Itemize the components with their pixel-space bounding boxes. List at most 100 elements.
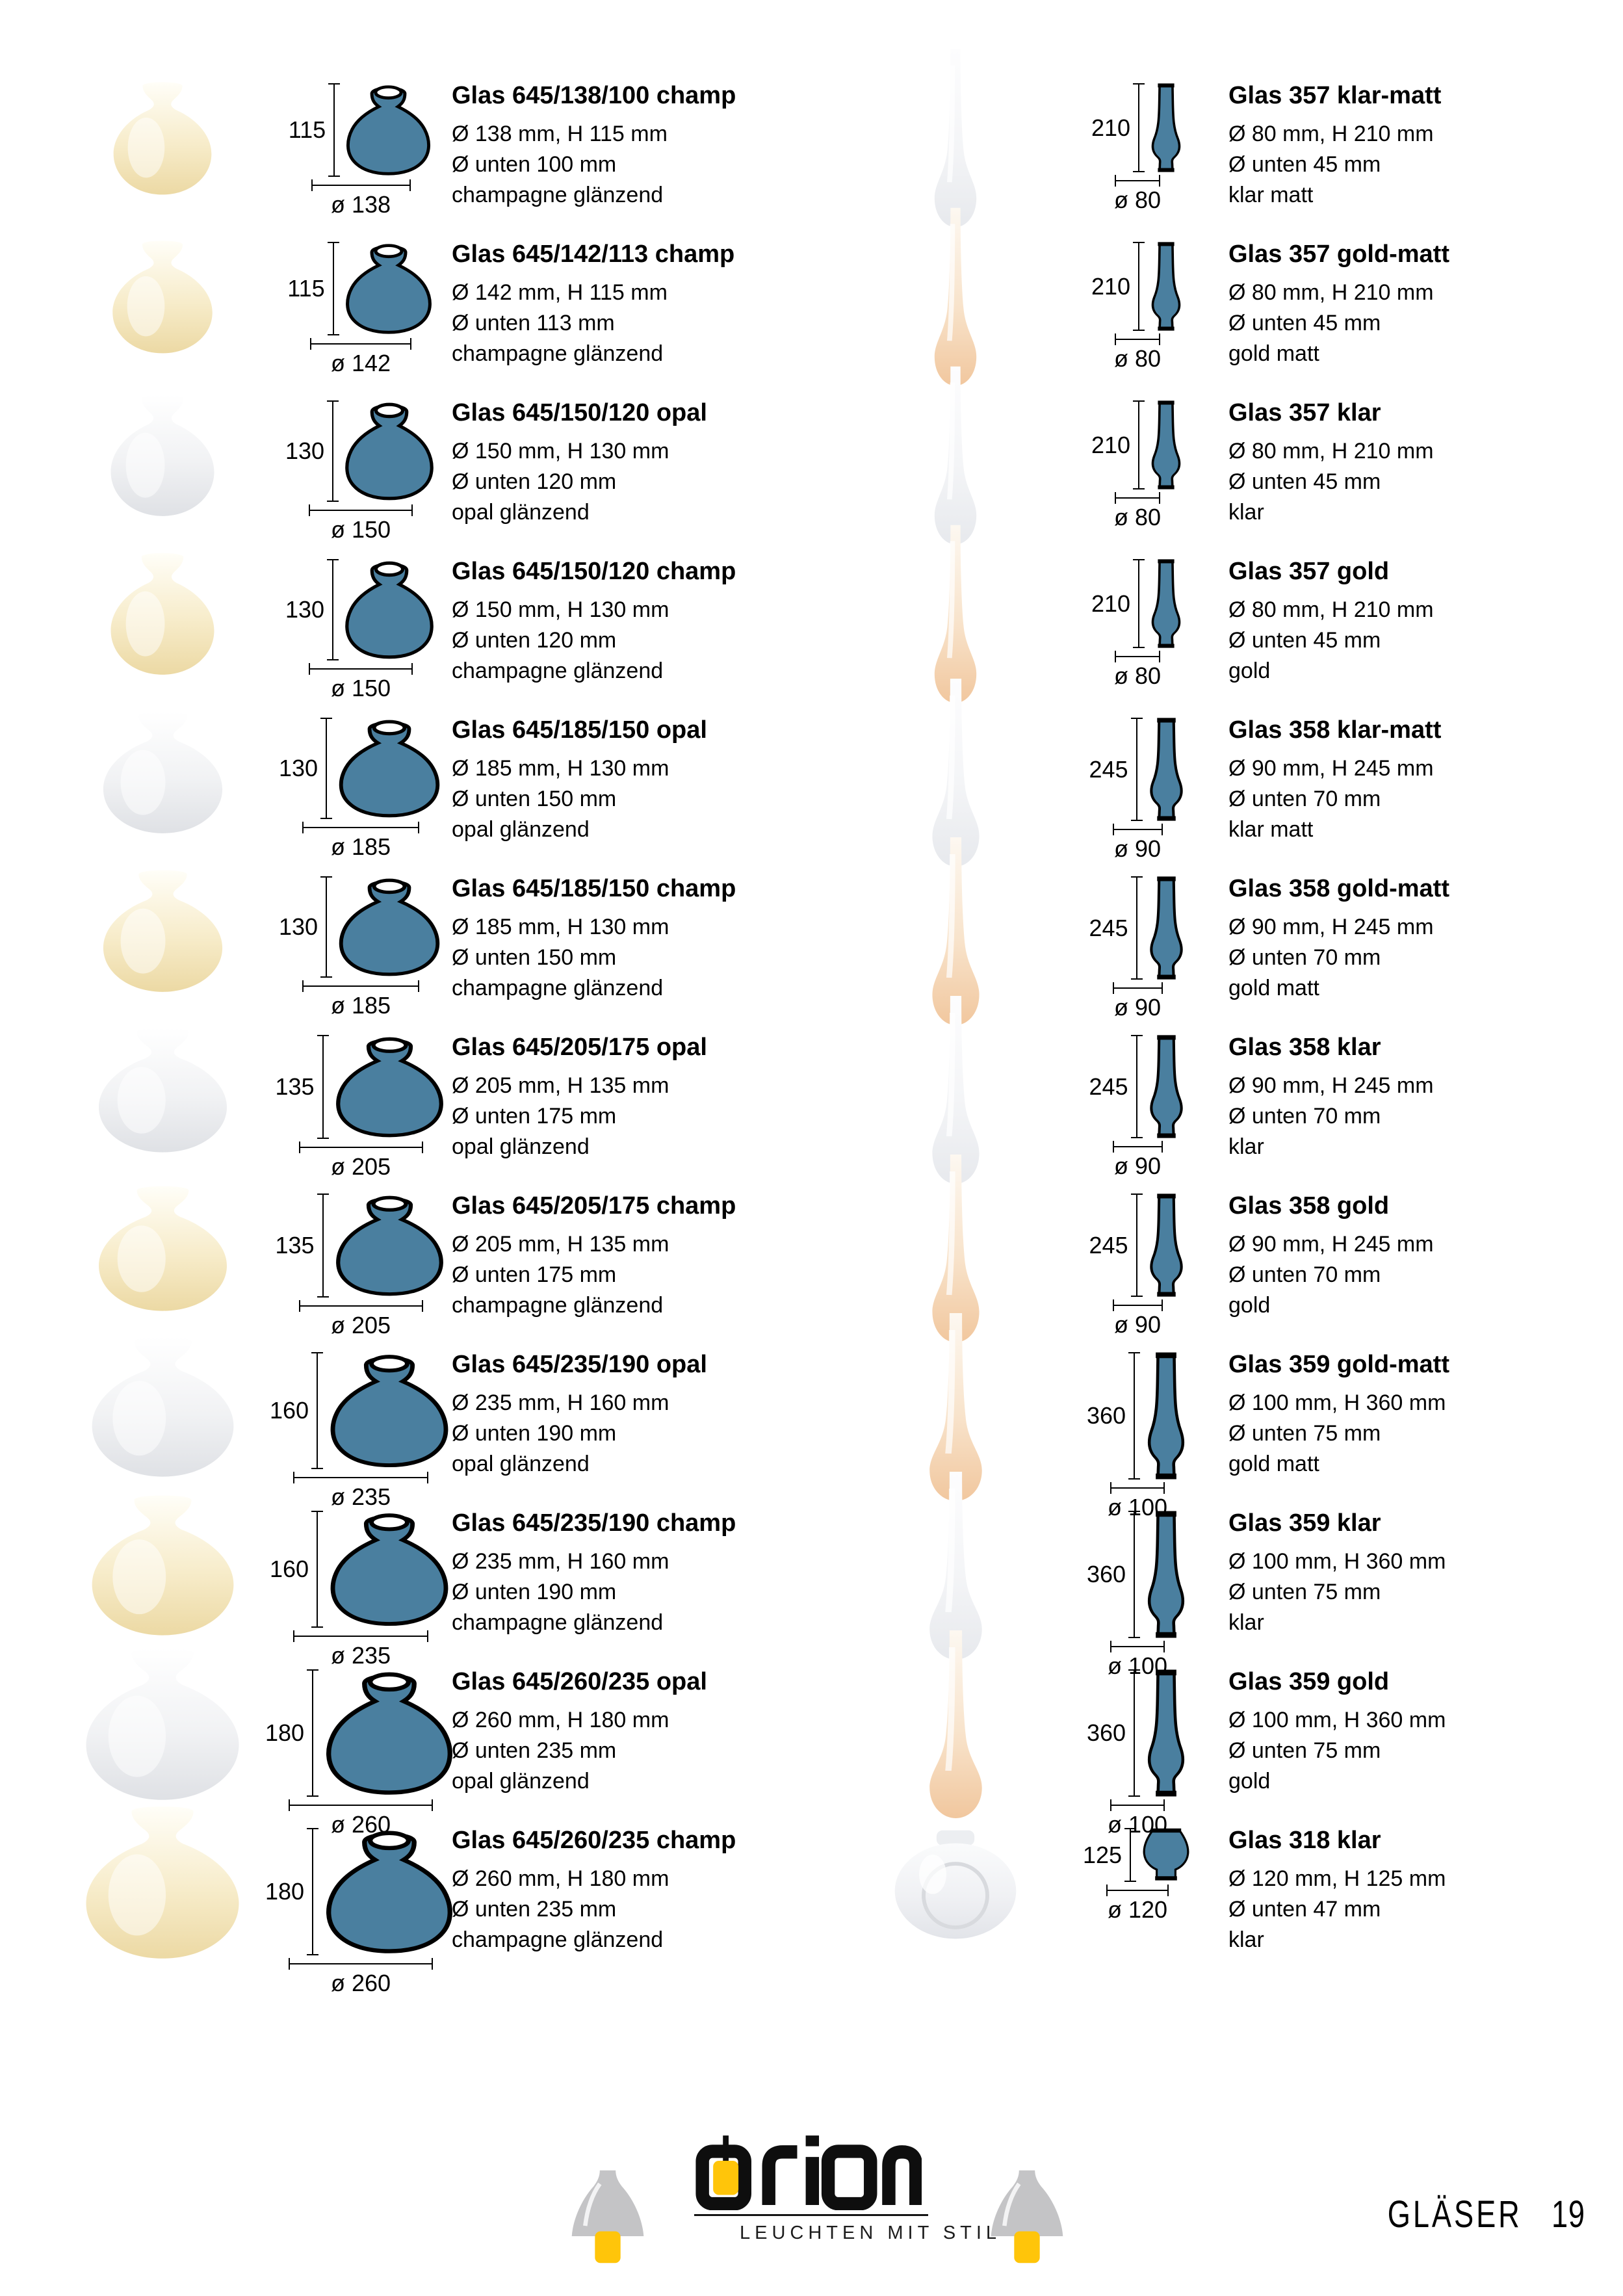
- dimension-drawing: 245 ø 90: [1046, 1174, 1228, 1338]
- product-photo: [77, 867, 249, 997]
- diameter-dimension-line: [293, 1472, 428, 1483]
- product-row: 180 ø 260 Glas 645/260/235 opal Ø 260 mm…: [55, 1647, 822, 1838]
- product-spec-diameter-height: Ø 205 mm, H 135 mm: [452, 1232, 669, 1257]
- page-number: 19: [1552, 2193, 1585, 2236]
- product-finish: opal glänzend: [452, 1134, 590, 1159]
- product-title: Glas 357 gold-matt: [1228, 241, 1449, 268]
- product-title: Glas 645/205/175 champ: [452, 1192, 736, 1220]
- product-row: 210 ø 80 Glas 357 gold-matt Ø 80 mm, H 2…: [864, 207, 1605, 386]
- height-dimension-label: 245: [1089, 1073, 1128, 1100]
- product-row: 130 ø 185 Glas 645/185/150 opal Ø 185 mm…: [55, 698, 822, 860]
- diameter-dimension-line: [309, 504, 413, 516]
- product-title: Glas 645/138/100 champ: [452, 82, 736, 109]
- product-finish: champagne glänzend: [452, 976, 664, 1000]
- product-title: Glas 645/235/190 opal: [452, 1351, 707, 1378]
- dimension-drawing: 245 ø 90: [1046, 857, 1228, 1021]
- height-dimension-label: 245: [1089, 1231, 1128, 1259]
- diameter-dimension-line: [1112, 1299, 1163, 1311]
- height-dimension-label: 115: [287, 275, 325, 302]
- product-row: 210 ø 80 Glas 357 gold Ø 80 mm, H 210 mm…: [864, 525, 1605, 703]
- dimension-drawing: 130 ø 185: [270, 698, 452, 861]
- product-title: Glas 645/205/175 opal: [452, 1034, 707, 1061]
- height-dimension-line: [1133, 83, 1145, 172]
- product-photo: [922, 1152, 989, 1347]
- drawing-shape: [333, 1194, 447, 1298]
- product-info: Glas 359 klar Ø 100 mm, H 360 mm Ø unten…: [1228, 1491, 1605, 1638]
- product-spec-diameter-height: Ø 138 mm, H 115 mm: [452, 122, 668, 146]
- dimension-drawing: 360 ø 100: [1046, 1491, 1228, 1680]
- height-dimension-line: [1130, 1194, 1143, 1297]
- product-row: 210 ø 80 Glas 357 klar Ø 80 mm, H 210 mm…: [864, 366, 1605, 545]
- product-title: Glas 645/150/120 champ: [452, 558, 736, 585]
- product-row: 360 ø 100 Glas 359 klar Ø 100 mm, H 360 …: [864, 1472, 1605, 1679]
- product-spec-bottom-diameter: Ø unten 75 mm: [1228, 1421, 1381, 1446]
- diameter-dimension-line: [289, 1799, 433, 1811]
- drawing-shape: [1147, 1194, 1186, 1297]
- product-info: Glas 645/260/235 opal Ø 260 mm, H 180 mm…: [452, 1650, 822, 1797]
- product-info: Glas 359 gold Ø 100 mm, H 360 mm Ø unten…: [1228, 1650, 1605, 1797]
- product-spec-diameter-height: Ø 142 mm, H 115 mm: [452, 280, 668, 305]
- diameter-dimension-line: [1110, 1482, 1165, 1494]
- product-spec-bottom-diameter: Ø unten 150 mm: [452, 945, 617, 970]
- brand-tagline: LEUCHTEN MIT STIL: [740, 2223, 1002, 2243]
- product-row: 125 ø 120 Glas 318 klar Ø 120 mm, H 125 …: [864, 1808, 1605, 1967]
- dimension-drawing: 115 ø 142: [270, 222, 452, 377]
- product-finish: gold matt: [1228, 341, 1319, 366]
- diameter-dimension-line: [302, 980, 419, 992]
- product-row: 130 ø 150 Glas 645/150/120 opal Ø 150 mm…: [55, 381, 822, 543]
- product-title: Glas 645/260/235 opal: [452, 1668, 707, 1695]
- height-dimension-label: 180: [265, 1878, 305, 1905]
- product-finish: gold: [1228, 659, 1271, 683]
- product-spec-bottom-diameter: Ø unten 190 mm: [452, 1421, 617, 1446]
- product-spec-diameter-height: Ø 90 mm, H 245 mm: [1228, 756, 1434, 781]
- dimension-drawing: 210 ø 80: [1046, 540, 1228, 690]
- product-photo: [77, 709, 249, 839]
- product-photo: [918, 1469, 993, 1664]
- product-info: Glas 357 gold Ø 80 mm, H 210 mm Ø unten …: [1228, 540, 1605, 686]
- product-spec-diameter-height: Ø 235 mm, H 160 mm: [452, 1390, 669, 1415]
- product-title: Glas 358 klar: [1228, 1034, 1381, 1061]
- product-row: 130 ø 185 Glas 645/185/150 champ Ø 185 m…: [55, 857, 822, 1019]
- product-info: Glas 358 klar Ø 90 mm, H 245 mm Ø unten …: [1228, 1015, 1605, 1162]
- product-spec-bottom-diameter: Ø unten 70 mm: [1228, 945, 1381, 970]
- diameter-dimension-line: [310, 338, 411, 350]
- product-finish: champagne glänzend: [452, 183, 664, 207]
- product-photo: [926, 364, 985, 549]
- product-spec-diameter-height: Ø 150 mm, H 130 mm: [452, 439, 669, 463]
- product-row: 115 ø 138 Glas 645/138/100 champ Ø 138 m…: [55, 64, 822, 222]
- product-spec-diameter-height: Ø 80 mm, H 210 mm: [1228, 439, 1434, 463]
- product-spec-bottom-diameter: Ø unten 70 mm: [1228, 787, 1381, 811]
- height-dimension-label: 360: [1086, 1402, 1126, 1429]
- height-dimension-line: [320, 876, 333, 978]
- product-spec-bottom-diameter: Ø unten 47 mm: [1228, 1897, 1381, 1922]
- product-spec-bottom-diameter: Ø unten 75 mm: [1228, 1738, 1381, 1763]
- height-dimension-line: [317, 1035, 329, 1139]
- page-footer: LEUCHTEN MIT STIL GLÄSER 19: [0, 2122, 1623, 2291]
- product-spec-diameter-height: Ø 80 mm, H 210 mm: [1228, 280, 1434, 305]
- diameter-dimension-label: ø 150: [330, 675, 391, 701]
- diameter-dimension-label: ø 80: [1113, 504, 1162, 530]
- product-spec-bottom-diameter: Ø unten 190 mm: [452, 1580, 617, 1604]
- height-dimension-label: 210: [1091, 272, 1131, 300]
- orion-logo: [695, 2135, 922, 2210]
- product-finish: champagne glänzend: [452, 1610, 664, 1635]
- diameter-dimension-label: ø 235: [330, 1642, 391, 1669]
- product-info: Glas 357 gold-matt Ø 80 mm, H 210 mm Ø u…: [1228, 222, 1605, 369]
- product-photo: [90, 238, 235, 358]
- height-dimension-label: 180: [265, 1719, 305, 1746]
- product-row: 210 ø 80 Glas 357 klar-matt Ø 80 mm, H 2…: [864, 49, 1605, 228]
- product-spec-diameter-height: Ø 100 mm, H 360 mm: [1228, 1390, 1446, 1415]
- product-spec-bottom-diameter: Ø unten 150 mm: [452, 787, 617, 811]
- product-spec-diameter-height: Ø 260 mm, H 180 mm: [452, 1708, 669, 1732]
- dimension-drawing: 245 ø 90: [1046, 1015, 1228, 1180]
- product-info: Glas 645/185/150 champ Ø 185 mm, H 130 m…: [452, 857, 822, 1004]
- product-row: 180 ø 260 Glas 645/260/235 champ Ø 260 m…: [55, 1806, 822, 1996]
- height-dimension-label: 130: [278, 755, 318, 781]
- height-dimension-line: [311, 1352, 324, 1469]
- product-row: 360 ø 100 Glas 359 gold Ø 100 mm, H 360 …: [864, 1630, 1605, 1838]
- drawing-shape: [333, 1035, 447, 1139]
- diameter-dimension-line: [1110, 1641, 1165, 1652]
- product-spec-diameter-height: Ø 260 mm, H 180 mm: [452, 1866, 669, 1891]
- product-finish: champagne glänzend: [452, 1927, 664, 1952]
- height-dimension-line: [1133, 559, 1145, 648]
